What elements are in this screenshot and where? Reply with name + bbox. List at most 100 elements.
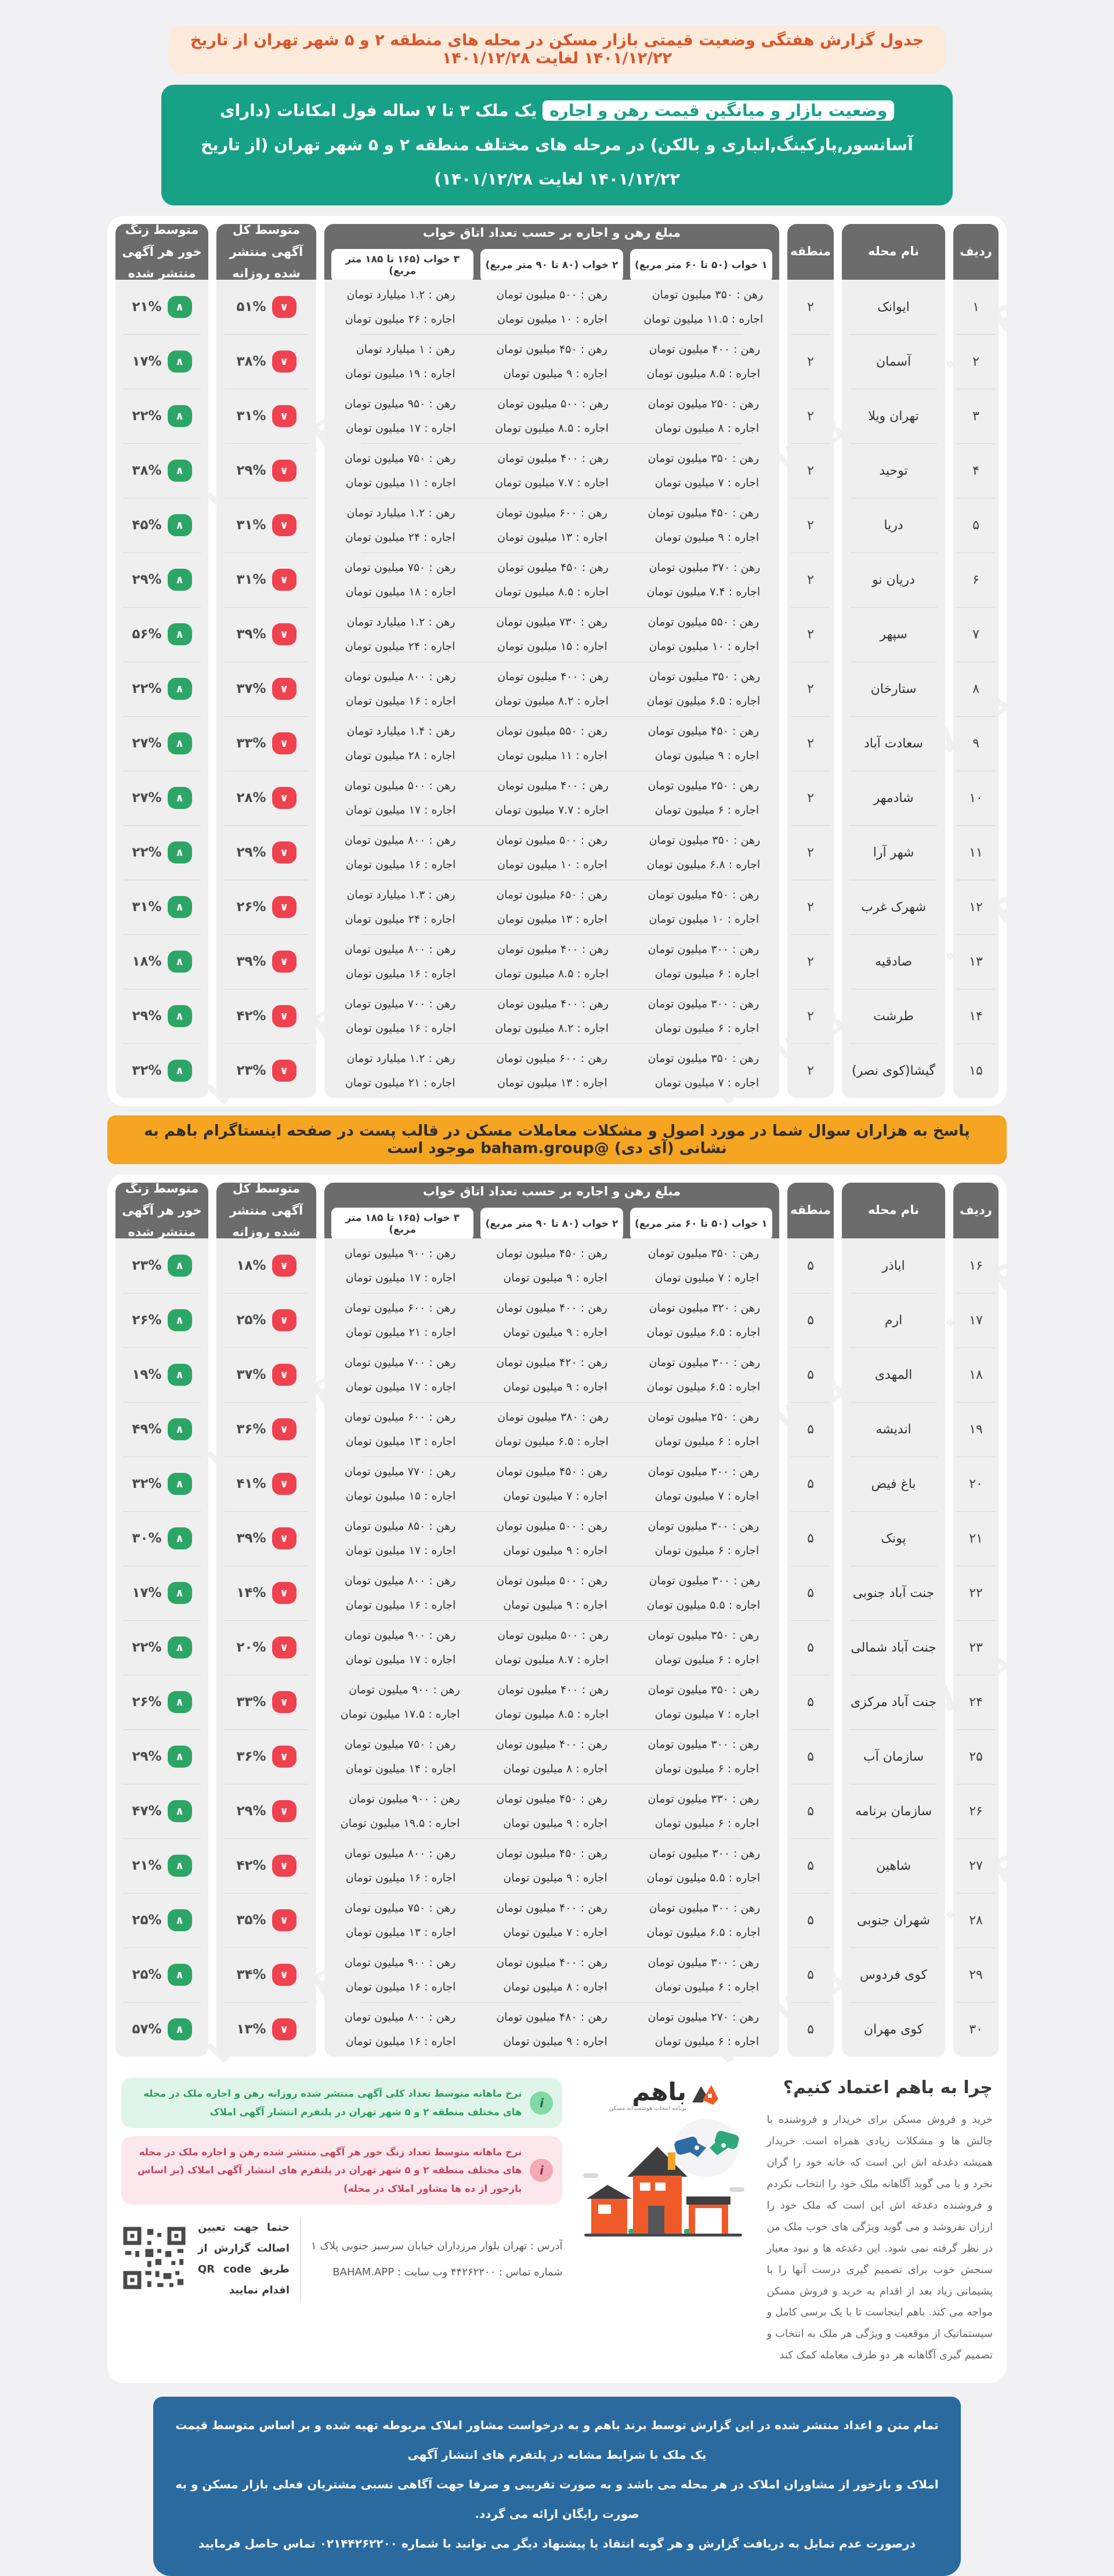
deposit-line: رهن : ۹۰۰ میلیون تومان (344, 1628, 456, 1642)
calls-percent: ۲۲% (132, 681, 162, 697)
bedroom-price-block: رهن : ۱ میلیارد تومان اجاره : ۱۹ میلیون … (324, 343, 476, 381)
column-ad-calls: متوسط زنگ خور هر آگهی منتشر شده ۲۳% ∧ ۲۶% ∧… (115, 1182, 208, 2057)
trend-down-icon: ∨ (272, 1636, 296, 1659)
trend-up-icon: ∧ (167, 351, 192, 373)
district-cell: ۲ (787, 989, 834, 1043)
bedroom-price-block: رهن : ۴۵۰ میلیون تومان اجاره : ۱۰ میلیون… (628, 888, 779, 927)
rent-line: اجاره : ۱۹ میلیون تومان (345, 367, 455, 381)
district-cell: ۲ (787, 934, 834, 989)
bedroom-price-block: رهن : ۴۰۰ میلیون تومان اجاره : ۸.۲ میلیو… (476, 998, 627, 1036)
bedroom-price-block: رهن : ۴۰۰ میلیون تومان اجاره : ۸ میلیون … (476, 1738, 627, 1776)
neighborhood-name-cell: سپهر (842, 607, 945, 662)
trend-up-icon: ∧ (167, 1909, 192, 1932)
row-index-cell: ۸ (953, 662, 999, 716)
column-header-label: منطقه (790, 244, 831, 259)
daily-ads-change-cell: ۱۴% ∨ (216, 1566, 316, 1620)
rent-line: اجاره : ۱۵ میلیون تومان (497, 640, 607, 653)
deposit-line: رهن : ۳۰۰ میلیون تومان (649, 1901, 761, 1914)
column-body-daily-ads: ۱۸% ∨ ۲۵% ∨ ۳۷% ∨ ۳۶% ∨ ۴۱% ∨ ۳۹% ∨ ۱۴% ∨ ۲۰% ∨ ۳۳% ∨ ۳۶% ∨… (216, 1238, 316, 2057)
rent-line: اجاره : ۹ میلیون تومان (654, 531, 759, 544)
deposit-line: رهن : ۵۰۰ میلیون تومان (497, 1628, 609, 1642)
bedroom-price-block: رهن : ۶۰۰ میلیون تومان اجاره : ۱۳ میلیون… (324, 1411, 476, 1449)
deposit-line: رهن : ۳۵۰ میلیون تومان (648, 1247, 759, 1260)
rent-line: اجاره : ۷ میلیون تومان (503, 1926, 607, 1939)
column-body-neighborhood: اباذر ارم المهدی اندیشه باغ فیض پونک جنت آباد … (842, 1238, 945, 2057)
district-cell: ۲ (787, 662, 834, 716)
rent-line: اجاره : ۱۷.۵ میلیون تومان (340, 1708, 460, 1721)
daily-ads-change-cell: ۲۳% ∨ (216, 1043, 316, 1098)
bedroom-price-block: رهن : ۶۰۰ میلیون تومان اجاره : ۱۳ میلیون… (476, 1052, 627, 1090)
bedroom-price-block: رهن : ۳۵۰ میلیون تومان اجاره : ۷ میلیون … (628, 1052, 779, 1090)
deposit-line: رهن : ۳۸۰ میلیون تومان (497, 1410, 609, 1424)
ad-calls-change-cell: ۲۵% ∧ (115, 1893, 208, 1948)
column-header-label: نام محله (868, 1203, 919, 1217)
column-neighborhood: نام محله ایوانک آسمان تهران ویلا توحید دریا د… (842, 224, 945, 1099)
rent-line: اجاره : ۸.۵ میلیون تومان (495, 967, 609, 981)
bedroom-price-block: رهن : ۷۳۰ میلیون تومان اجاره : ۱۵ میلیون… (476, 616, 627, 654)
column-row-index: ردیف ۱۶ ۱۷ ۱۸ ۱۹ ۲۰ ۲۱ ۲۲ ۲۳ ۲۴ ۲۵ ۲۶ ۲۷ ۲۸ ۲۹ ۳۰ (953, 1183, 999, 2057)
neighborhood-name-cell: صادقیه (842, 934, 945, 989)
column-body-ad-calls: ۲۳% ∧ ۲۶% ∧ ۱۹% ∧ ۴۹% ∧ ۳۲% ∧ ۳۰% ∧ ۱۷% ∧ ۲۲% ∧ ۲۶% ∧ ۲۹% ∧… (115, 1238, 208, 2057)
bedroom-price-block: رهن : ۵۰۰ میلیون تومان اجاره : ۸.۵ میلیو… (476, 398, 627, 436)
deposit-line: رهن : ۸۰۰ میلیون تومان (344, 942, 456, 956)
daily-ads-change-cell: ۲۹% ∨ (216, 443, 316, 498)
bedroom-price-block: رهن : ۵۰۰ میلیون تومان اجاره : ۹ میلیون … (476, 1520, 627, 1558)
bedroom-price-block: رهن : ۳۰۰ میلیون تومان اجاره : ۶ میلیون … (628, 1738, 779, 1776)
rent-line: اجاره : ۱۷ میلیون تومان (345, 804, 456, 817)
row-index-cell: ۲۷ (953, 1838, 999, 1893)
rent-deposit-cell: رهن : ۳۷۰ میلیون تومان اجاره : ۷.۴ میلیو… (324, 552, 779, 607)
rent-line: اجاره : ۶ میلیون تومان (654, 804, 759, 817)
bedroom-price-block: رهن : ۳۰۰ میلیون تومان اجاره : ۶ میلیون … (628, 998, 779, 1036)
row-index-cell: ۲۱ (953, 1511, 999, 1566)
bedroom-price-block: رهن : ۴۰۰ میلیون تومان اجاره : ۷ میلیون … (476, 1902, 627, 1940)
ads-percent: ۲۸% (236, 790, 266, 806)
row-index-cell: ۱۵ (953, 1043, 999, 1098)
bedroom-price-block: رهن : ۲۷۰ میلیون تومان اجاره : ۶ میلیون … (628, 2011, 779, 2049)
district-cell: ۵ (787, 1293, 834, 1347)
deposit-line: رهن : ۷۳۰ میلیون تومان (496, 615, 607, 628)
rent-line: اجاره : ۲۴ میلیون تومان (345, 531, 455, 544)
calls-percent: ۲۲% (132, 409, 162, 424)
rent-line: اجاره : ۷.۷ میلیون تومان (495, 804, 609, 817)
bedroom-price-block: رهن : ۷۵۰ میلیون تومان اجاره : ۱۴ میلیون… (324, 1738, 476, 1776)
neighborhood-name-cell: اندیشه (842, 1402, 945, 1457)
rent-line: اجاره : ۶ میلیون تومان (654, 1981, 759, 1994)
calls-percent: ۱۸% (132, 954, 162, 970)
district-cell: ۲ (787, 443, 834, 498)
ads-percent: ۱۸% (236, 1258, 266, 1274)
contact-row: آدرس : تهران بلوار مرزداران خیابان سرسبز… (121, 2217, 562, 2302)
calls-percent: ۱۹% (132, 1367, 162, 1383)
row-index-cell: ۱۷ (953, 1293, 999, 1347)
deposit-line: رهن : ۳۵۰ میلیون تومان (649, 670, 761, 683)
deposit-line: رهن : ۴۵۰ میلیون تومان (648, 506, 759, 519)
deposit-line: رهن : ۷۵۰ میلیون تومان (344, 1737, 456, 1751)
row-index-cell: ۱۸ (953, 1347, 999, 1402)
rent-line: اجاره : ۹ میلیون تومان (654, 749, 759, 763)
ad-calls-change-cell: ۵۶% ∧ (115, 607, 208, 662)
neighborhood-name-cell: ارم (842, 1293, 945, 1347)
daily-ads-change-cell: ۲۹% ∨ (216, 1784, 316, 1838)
bedroom-price-block: رهن : ۹۰۰ میلیون تومان اجاره : ۱۷ میلیون… (324, 1247, 476, 1285)
ads-percent: ۳۷% (236, 1367, 266, 1383)
row-index-cell: ۳۰ (953, 2002, 999, 2057)
rent-deposit-cell: رهن : ۳۰۰ میلیون تومان اجاره : ۶ میلیون … (324, 934, 779, 989)
daily-ads-change-cell: ۱۳% ∨ (216, 2002, 316, 2057)
deposit-line: رهن : ۳۰۰ میلیون تومان (648, 1519, 759, 1533)
calls-percent: ۵۶% (132, 627, 162, 642)
rent-line: اجاره : ۲۱ میلیون تومان (345, 1076, 455, 1090)
deposit-line: رهن : ۳۵۰ میلیون تومان (648, 1052, 759, 1065)
ad-calls-change-cell: ۲۳% ∧ (115, 1238, 208, 1293)
bedroom-price-block: رهن : ۳۵۰ میلیون تومان اجاره : ۶.۸ میلیو… (628, 834, 779, 872)
calls-percent: ۳۲% (132, 1063, 162, 1079)
rent-deposit-cell: رهن : ۴۵۰ میلیون تومان اجاره : ۱۰ میلیون… (324, 880, 779, 934)
column-header-label: ردیف (960, 244, 992, 259)
rent-line: اجاره : ۶ میلیون تومان (654, 1817, 759, 1830)
ads-percent: ۳۱% (236, 518, 266, 533)
column-rent-by-bedrooms: مبلغ رهن و اجاره بر حسب تعداد اتاق خواب … (324, 224, 779, 1099)
deposit-line: رهن : ۱.۲ میلیارد تومان (346, 615, 455, 628)
ads-percent: ۳۱% (236, 572, 266, 588)
deposit-line: رهن : ۲۷۰ میلیون تومان (648, 2010, 759, 2024)
column-header-ad-calls: متوسط زنگ خور هر آگهی منتشر شده (115, 223, 208, 280)
rent-deposit-cell: رهن : ۳۵۰ میلیون تومان اجاره : ۷ میلیون … (324, 1675, 779, 1729)
bedroom-price-block: رهن : ۳۳۰ میلیون تومان اجاره : ۶ میلیون … (628, 1793, 779, 1831)
